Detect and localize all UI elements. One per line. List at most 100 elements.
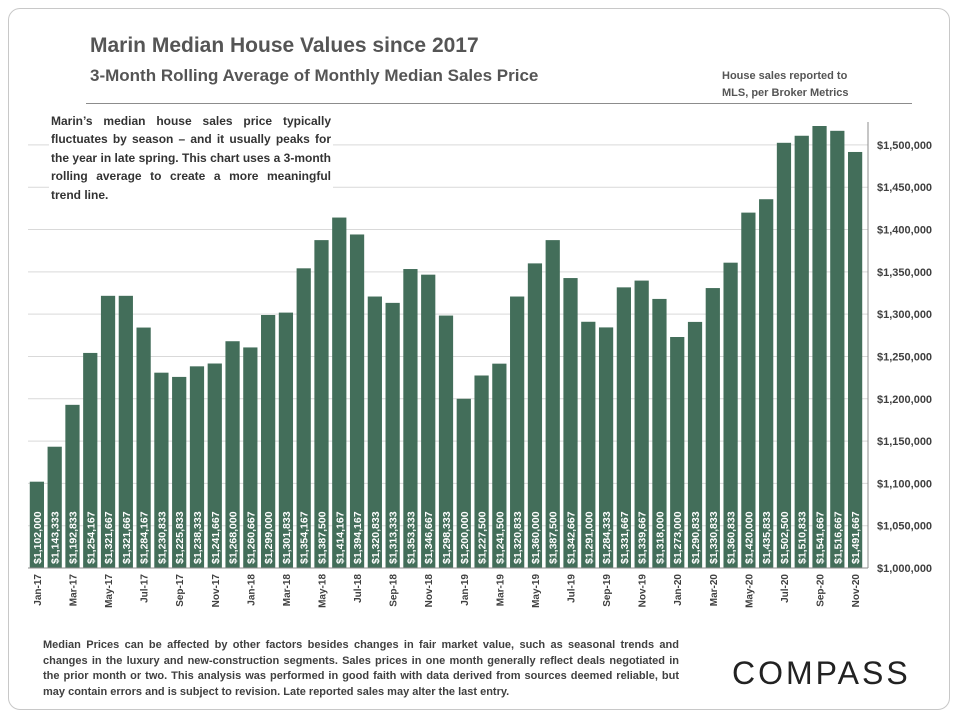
bar-value-label: $1,299,000	[263, 511, 275, 564]
bar	[136, 327, 151, 568]
bar-value-label: $1,342,667	[566, 511, 578, 564]
bar-value-label: $1,435,833	[761, 511, 773, 564]
bar	[830, 130, 845, 568]
bar-value-label: $1,320,833	[370, 511, 382, 564]
x-tick-label: Jan-17	[33, 574, 44, 606]
bar	[225, 341, 240, 568]
x-tick-label: Jul-19	[567, 574, 578, 603]
y-tick-label: $1,450,000	[877, 182, 932, 194]
bar-value-label: $1,102,000	[32, 511, 44, 564]
chart-subtitle: 3-Month Rolling Average of Monthly Media…	[90, 66, 539, 85]
bar	[29, 481, 45, 568]
bar-value-label: $1,510,833	[797, 511, 809, 564]
bar	[776, 142, 792, 569]
y-tick-label: $1,250,000	[877, 351, 932, 363]
bar-value-label: $1,516,667	[832, 511, 844, 564]
bar-value-label: $1,331,667	[619, 511, 631, 564]
y-tick-label: $1,350,000	[877, 267, 932, 279]
bar	[207, 363, 222, 568]
bar-value-label: $1,291,000	[583, 511, 595, 564]
bar-value-label: $1,301,833	[281, 511, 293, 564]
x-tick-label: May-19	[531, 574, 542, 608]
y-tick-label: $1,500,000	[877, 140, 932, 152]
bar	[421, 274, 436, 568]
bar	[634, 280, 649, 568]
bar	[687, 321, 703, 568]
bar-value-label: $1,313,333	[388, 511, 400, 564]
x-tick-label: Sep-19	[602, 574, 613, 607]
bar	[118, 295, 133, 568]
y-tick-label: $1,100,000	[877, 478, 932, 490]
x-tick-label: Jan-18	[246, 574, 257, 606]
bar-value-label: $1,321,667	[121, 511, 133, 564]
x-tick-label: Mar-20	[709, 574, 720, 607]
bar	[527, 263, 543, 568]
bar-value-label: $1,502,500	[779, 511, 791, 564]
bar	[314, 240, 329, 568]
bar-value-label: $1,320,833	[512, 511, 524, 564]
bar	[598, 327, 614, 568]
y-tick-label: $1,200,000	[877, 394, 932, 406]
bar-value-label: $1,541,667	[815, 511, 827, 564]
x-tick-label: May-20	[744, 574, 755, 608]
bar-value-label: $1,387,500	[316, 511, 328, 564]
bar	[349, 234, 365, 569]
bar	[474, 375, 489, 568]
bar-value-label: $1,353,333	[405, 511, 417, 564]
bar	[456, 398, 471, 568]
x-tick-label: Jul-20	[780, 574, 791, 603]
bar	[172, 376, 187, 568]
bar	[652, 298, 667, 568]
bar-value-label: $1,290,833	[690, 511, 702, 564]
bar	[385, 302, 400, 568]
bar	[83, 352, 98, 568]
x-tick-label: Nov-20	[851, 574, 862, 608]
bar-value-label: $1,192,833	[67, 511, 79, 564]
annotation-text: Marin’s median house sales price typical…	[49, 112, 333, 205]
bar-value-label: $1,318,000	[654, 511, 666, 564]
bar-value-label: $1,260,667	[245, 511, 257, 564]
bar-value-label: $1,143,333	[50, 511, 62, 564]
bar-value-label: $1,254,167	[85, 511, 97, 564]
bar-value-label: $1,420,000	[743, 511, 755, 564]
x-tick-label: Sep-20	[816, 574, 827, 607]
bar	[510, 296, 525, 568]
y-tick-label: $1,150,000	[877, 436, 932, 448]
bar-value-label: $1,360,000	[530, 511, 542, 564]
bar-value-label: $1,238,333	[192, 511, 204, 564]
footer-disclaimer: Median Prices can be affected by other f…	[43, 639, 679, 698]
bar	[243, 347, 258, 568]
x-tick-label: Nov-18	[424, 574, 435, 608]
bar	[723, 262, 738, 568]
bar	[759, 199, 774, 568]
bar	[563, 278, 578, 568]
bar-value-label: $1,354,167	[299, 511, 311, 564]
x-tick-label: Jan-20	[673, 574, 684, 606]
source-line-1: House sales reported to	[722, 70, 848, 82]
bar	[492, 363, 507, 568]
bar-value-label: $1,241,500	[494, 511, 506, 564]
x-tick-label: Mar-17	[68, 574, 79, 607]
bar	[154, 372, 169, 568]
bar-value-label: $1,339,667	[637, 511, 649, 564]
source-note: House sales reported to MLS, per Broker …	[722, 68, 872, 102]
x-tick-label: Nov-19	[638, 574, 649, 608]
bar-value-label: $1,284,167	[139, 511, 151, 564]
y-tick-label: $1,050,000	[877, 521, 932, 533]
x-tick-label: Jul-17	[140, 574, 151, 603]
bar-value-label: $1,241,667	[210, 511, 222, 564]
bar	[705, 288, 720, 568]
bar	[545, 240, 560, 568]
bar	[847, 151, 863, 569]
compass-logo: COMPASS	[732, 655, 911, 691]
bar-value-label: $1,200,000	[459, 511, 471, 564]
bar	[367, 296, 382, 568]
x-tick-label: Jul-18	[353, 574, 364, 603]
bar-value-label: $1,346,667	[423, 511, 435, 564]
bar	[581, 321, 596, 568]
bar	[670, 337, 685, 568]
bar-value-label: $1,298,333	[441, 511, 453, 564]
bar-value-label: $1,321,667	[103, 511, 115, 564]
bar	[438, 315, 454, 568]
